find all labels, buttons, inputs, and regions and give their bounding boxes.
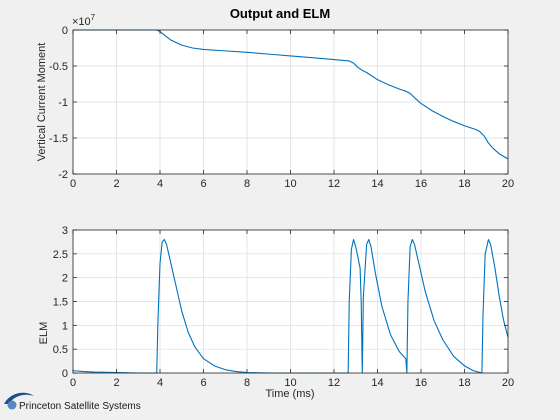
y-tick-label: 2.5 [53, 249, 68, 261]
x-tick-label: 4 [157, 178, 163, 190]
y-tick-label: -1.5 [49, 133, 68, 145]
x-tick-label: 4 [157, 377, 163, 389]
top-series-line [73, 29, 509, 160]
company-logo: Princeton Satellite Systems [4, 392, 141, 412]
x-tick-label: 2 [113, 377, 119, 389]
bottom-y-ticks: 0 0.5 1 1.5 2 2.5 3 [53, 225, 508, 380]
bottom-y-axis-label: ELM [38, 322, 50, 345]
x-tick-label: 16 [415, 377, 427, 389]
x-tick-label: 6 [200, 178, 206, 190]
y-tick-label: 1.5 [53, 297, 68, 309]
y-tick-label: 0 [62, 368, 68, 380]
bottom-series-line [72, 238, 509, 374]
logo-globe-icon [7, 400, 17, 410]
y-tick-label: -0.5 [49, 61, 68, 73]
y-tick-label: -1 [58, 97, 68, 109]
x-tick-label: 12 [328, 178, 340, 190]
x-tick-label: 0 [70, 178, 76, 190]
x-tick-label: 8 [244, 377, 250, 389]
y-tick-label: 1 [62, 320, 68, 332]
x-tick-label: 12 [328, 377, 340, 389]
x-tick-label: 6 [200, 377, 206, 389]
x-tick-label: 0 [70, 377, 76, 389]
x-tick-label: 8 [244, 178, 250, 190]
bottom-x-ticks: 0 2 4 6 8 10 12 14 16 18 20 [70, 230, 514, 389]
x-tick-label: 16 [415, 178, 427, 190]
elm-line [72, 238, 509, 374]
chart-title: Output and ELM [230, 6, 330, 21]
x-axis-label: Time (ms) [265, 388, 314, 400]
x-tick-label: 10 [284, 377, 296, 389]
x-tick-label: 18 [458, 377, 470, 389]
top-y-axis-label: Vertical Current Moment [36, 43, 48, 162]
x-tick-label: 10 [284, 178, 296, 190]
exponent-label: ×107 [72, 13, 96, 28]
x-tick-label: 20 [502, 377, 514, 389]
top-y-ticks: 0 -0.5 -1 -1.5 -2 [49, 25, 508, 181]
y-tick-label: 0 [62, 25, 68, 37]
logo-text: Princeton Satellite Systems [19, 401, 141, 412]
top-x-ticks: 0 2 4 6 8 10 12 14 16 18 20 [70, 30, 514, 190]
y-tick-label: -2 [58, 169, 68, 181]
x-tick-label: 20 [502, 178, 514, 190]
x-tick-label: 14 [371, 178, 383, 190]
vertical-current-moment-line [73, 29, 509, 160]
y-tick-label: 0.5 [53, 344, 68, 356]
y-tick-label: 3 [62, 225, 68, 237]
x-tick-label: 14 [371, 377, 383, 389]
x-tick-label: 2 [113, 178, 119, 190]
logo-swoosh-icon [4, 392, 34, 404]
x-tick-label: 18 [458, 178, 470, 190]
y-tick-label: 2 [62, 273, 68, 285]
